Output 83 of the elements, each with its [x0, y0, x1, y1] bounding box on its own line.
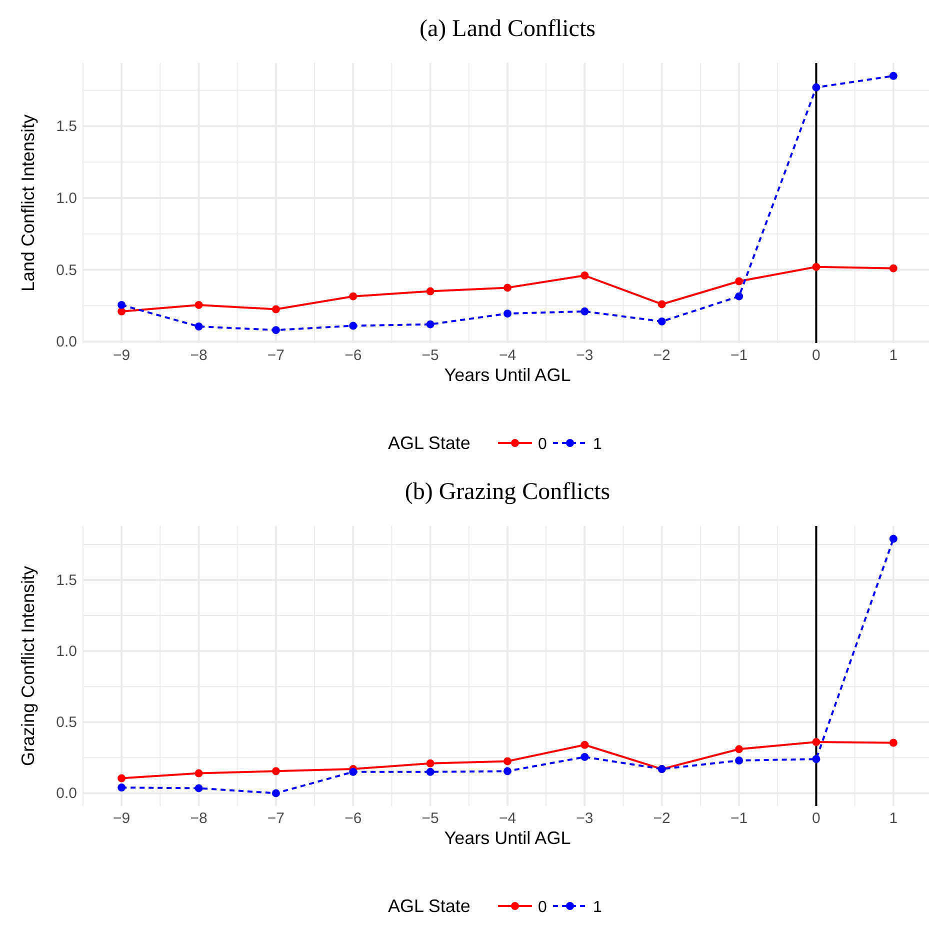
- point: [889, 534, 898, 543]
- point: [426, 768, 434, 776]
- point: [889, 264, 898, 272]
- point: [735, 756, 744, 765]
- x-tick-label: 0: [812, 347, 820, 364]
- y-tick-label: 1.5: [56, 572, 77, 590]
- chart-title: (a) Land Conflicts: [420, 16, 596, 42]
- point: [118, 784, 126, 792]
- legend-label: 0: [538, 436, 547, 453]
- x-tick-label: −5: [422, 347, 439, 364]
- point: [194, 784, 203, 792]
- point: [194, 322, 203, 330]
- point: [194, 300, 203, 309]
- x-tick-label: −8: [190, 810, 208, 827]
- x-tick-label: 1: [889, 810, 898, 827]
- x-tick-label: −7: [267, 810, 285, 827]
- point: [812, 262, 820, 271]
- point: [194, 769, 203, 778]
- point: [272, 789, 280, 798]
- point: [349, 768, 358, 776]
- point: [504, 757, 512, 766]
- point: [272, 326, 280, 334]
- x-axis-title: Years Until AGL: [444, 828, 571, 848]
- point: [426, 287, 434, 296]
- point: [812, 738, 820, 746]
- y-tick-label: 1.0: [56, 190, 77, 207]
- x-tick-label: −1: [730, 810, 748, 827]
- x-tick-label: −6: [344, 810, 362, 827]
- x-tick-label: −5: [422, 810, 439, 827]
- x-tick-label: −8: [190, 347, 208, 364]
- point: [118, 307, 126, 316]
- point: [272, 305, 280, 314]
- y-tick-label: 0.5: [56, 262, 77, 279]
- x-axis-title: Years Until AGL: [444, 365, 571, 385]
- x-tick-label: −7: [267, 347, 285, 364]
- point: [580, 740, 589, 749]
- x-tick-label: −4: [498, 810, 516, 827]
- point: [735, 292, 744, 300]
- x-tick-label: 1: [889, 347, 898, 364]
- point: [658, 300, 666, 308]
- legend-label: 1: [593, 436, 602, 453]
- point: [889, 738, 898, 747]
- x-tick-label: −3: [576, 810, 594, 827]
- x-tick-label: −9: [113, 810, 130, 827]
- legend-title: AGL State: [388, 896, 470, 916]
- point: [504, 310, 512, 318]
- point: [504, 284, 512, 292]
- point: [580, 272, 589, 280]
- y-axis-title: Land Conflict Intensity: [18, 114, 38, 292]
- y-tick-label: 0.0: [56, 785, 77, 802]
- point: [504, 767, 512, 776]
- point: [349, 322, 358, 330]
- x-tick-label: −2: [653, 347, 670, 364]
- y-tick-label: 0.5: [56, 714, 77, 732]
- chart-title: (b) Grazing Conflicts: [404, 479, 610, 505]
- x-tick-label: 0: [812, 810, 820, 827]
- y-axis-title: Grazing Conflict Intensity: [18, 566, 38, 766]
- x-tick-label: −4: [498, 347, 516, 364]
- point: [580, 752, 589, 761]
- point: [658, 317, 666, 326]
- legend-label: 1: [593, 899, 602, 916]
- point: [118, 300, 126, 309]
- point: [889, 72, 898, 80]
- x-tick-label: −3: [576, 347, 594, 364]
- point: [426, 320, 434, 328]
- point: [426, 759, 434, 768]
- x-tick-label: −6: [344, 347, 362, 364]
- y-tick-label: 1.5: [56, 118, 77, 136]
- point: [349, 292, 358, 300]
- point: [118, 774, 126, 782]
- legend-title: AGL State: [388, 433, 470, 453]
- point: [735, 277, 744, 286]
- point: [580, 307, 589, 316]
- y-tick-label: 0.0: [56, 334, 77, 351]
- point: [735, 745, 744, 754]
- x-tick-label: −9: [113, 347, 130, 364]
- point: [272, 767, 280, 776]
- point: [812, 83, 820, 92]
- y-tick-label: 1.0: [56, 643, 77, 660]
- point: [812, 755, 820, 764]
- legend-label: 0: [538, 899, 547, 916]
- x-tick-label: −1: [730, 347, 748, 364]
- x-tick-label: −2: [653, 810, 670, 827]
